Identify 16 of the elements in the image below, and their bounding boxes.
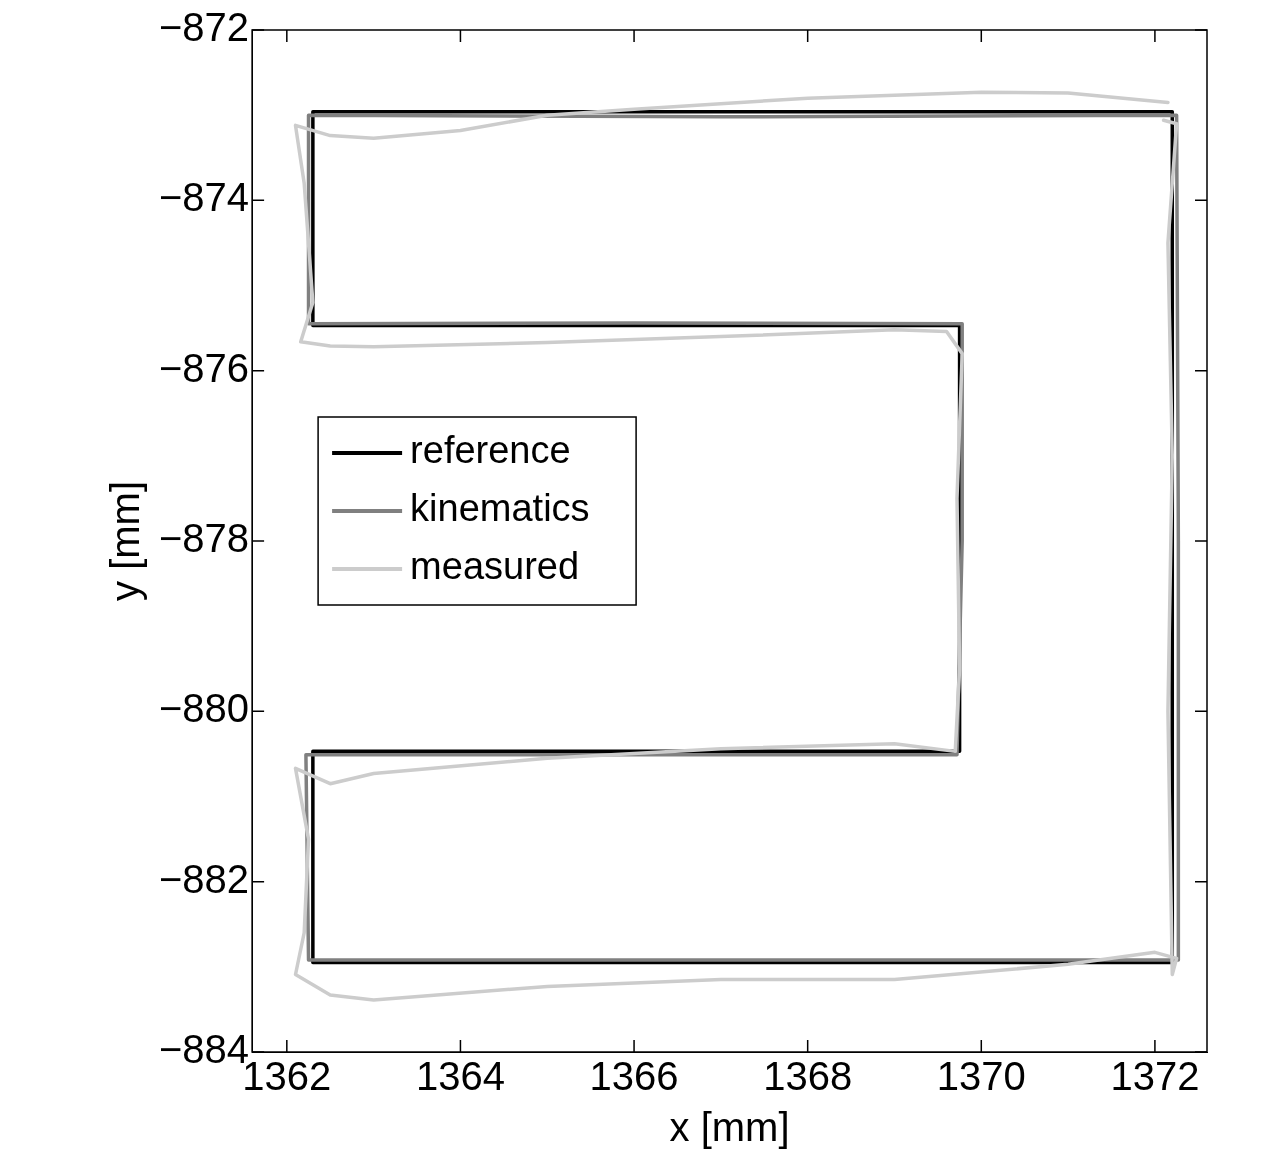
y-tick-label: −880 xyxy=(158,686,250,731)
x-tick-label: 1364 xyxy=(415,1054,505,1099)
legend-label: kinematics xyxy=(410,487,590,530)
y-tick-label: −882 xyxy=(158,856,250,901)
y-tick-label: −872 xyxy=(158,5,250,50)
y-tick-label: −878 xyxy=(158,516,250,561)
x-axis-title: x [mm] xyxy=(669,1105,790,1150)
y-tick-label: −874 xyxy=(158,175,250,220)
x-tick-label: 1366 xyxy=(589,1054,679,1099)
x-tick-label: 1370 xyxy=(936,1054,1026,1099)
x-tick-label: 1372 xyxy=(1110,1054,1200,1099)
y-axis-title: y [mm] xyxy=(103,481,148,601)
y-tick-label: −876 xyxy=(158,345,250,390)
x-tick-label: 1368 xyxy=(763,1054,853,1099)
legend-label: measured xyxy=(410,545,580,588)
legend-label: reference xyxy=(410,429,571,472)
